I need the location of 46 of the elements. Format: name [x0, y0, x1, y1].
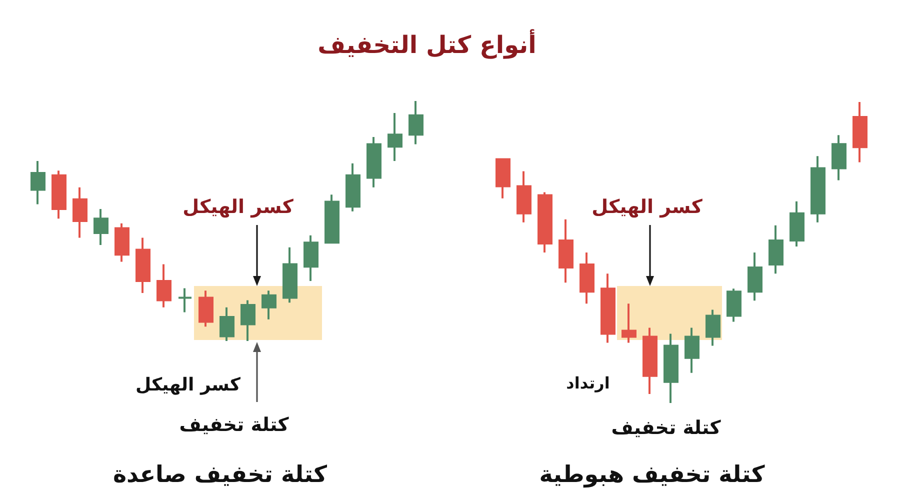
candlestick: [496, 158, 510, 200]
candlestick: [220, 306, 234, 342]
candlestick: [642, 326, 658, 395]
candlestick: [114, 222, 130, 263]
candlestick: [52, 170, 66, 220]
candlestick: [282, 246, 298, 304]
candlestick: [684, 326, 700, 374]
candlestick: [366, 136, 382, 188]
candlestick: [790, 200, 804, 248]
candlestick: [156, 263, 172, 308]
x-axis-title: كتلة تخفيف هبوطية: [539, 462, 766, 488]
candlestick: [198, 290, 214, 328]
candlestick: [178, 287, 192, 314]
candlestick: [748, 252, 762, 302]
candlestick: [324, 194, 340, 244]
text: كتلة تخفيف: [179, 414, 289, 436]
text: كسر الهيكل: [136, 374, 240, 396]
candlestick: [30, 160, 46, 206]
candlestick: [706, 308, 720, 347]
annotation: ارتداد: [566, 374, 610, 392]
annotation: كسر الهيكل: [592, 196, 702, 218]
candlestick: [622, 302, 636, 344]
candlestick: [94, 208, 108, 246]
candlestick: [408, 100, 424, 146]
candlestick: [304, 234, 318, 282]
candlestick: [580, 252, 594, 305]
candlestick: [388, 112, 402, 162]
candlestick: [726, 288, 742, 323]
chart-title: أنواع كتل التخفيف: [318, 31, 536, 59]
candlestick: [810, 155, 826, 224]
x-axis-title: كتلة تخفيف صاعدة: [112, 462, 328, 488]
text: كتلة تخفيف: [611, 417, 721, 439]
candlestick: [832, 134, 846, 182]
candlestick: [136, 236, 150, 294]
candlestick: [346, 162, 360, 212]
candlestick: [600, 272, 616, 344]
candlestick: [664, 332, 678, 404]
candlestick: [852, 101, 868, 164]
candlestick: [72, 186, 88, 239]
candlestick: [558, 218, 574, 284]
candlestick: [262, 290, 276, 320]
annotation: كسر الهيكل: [182, 196, 294, 218]
candlestick: [768, 224, 784, 275]
candlestick: [240, 299, 256, 342]
candlestick: [516, 170, 532, 224]
candlestick: [538, 191, 552, 254]
